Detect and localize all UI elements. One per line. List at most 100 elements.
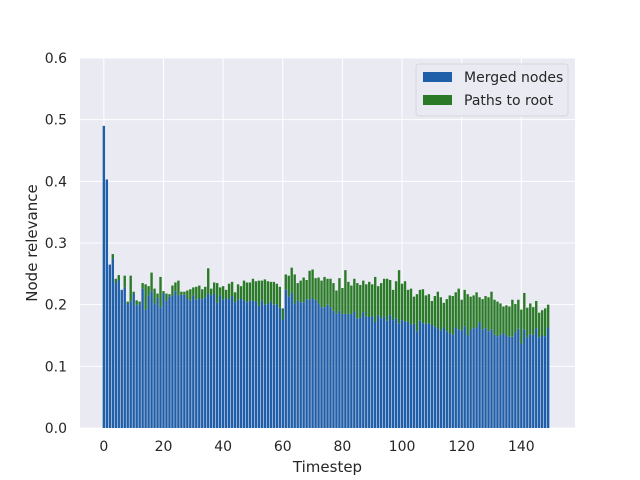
bar-merged-nodes [406, 321, 410, 428]
bar-paths-to-root [302, 277, 305, 303]
bar-paths-to-root [168, 294, 171, 297]
bar-merged-nodes [180, 294, 183, 428]
bar-merged-nodes [439, 330, 443, 428]
bar-merged-nodes [189, 300, 192, 428]
bar-paths-to-root [424, 295, 428, 324]
bar-paths-to-root [433, 296, 437, 327]
bar-merged-nodes [171, 295, 174, 428]
bar-merged-nodes [105, 179, 109, 428]
bar-merged-nodes [427, 323, 431, 428]
bar-merged-nodes [135, 305, 138, 428]
bar-merged-nodes [463, 326, 466, 428]
bar-paths-to-root [379, 283, 383, 319]
x-tick-label: 20 [155, 439, 173, 455]
bar-merged-nodes [296, 300, 299, 428]
bar-merged-nodes [397, 323, 401, 428]
bar-paths-to-root [388, 280, 392, 316]
bar-paths-to-root [308, 270, 311, 300]
bar-paths-to-root [189, 289, 192, 301]
bar-paths-to-root [290, 267, 293, 293]
bar-paths-to-root [212, 282, 216, 294]
bar-paths-to-root [359, 284, 362, 318]
bar-paths-to-root [403, 281, 407, 322]
x-tick-label: 60 [274, 439, 292, 455]
bar-merged-nodes [165, 300, 168, 428]
bar-merged-nodes [365, 316, 368, 428]
bar-paths-to-root [221, 286, 225, 300]
bar-merged-nodes [478, 322, 481, 428]
bar-paths-to-root [496, 301, 499, 337]
bar-paths-to-root [317, 277, 320, 304]
bar-paths-to-root [111, 254, 114, 259]
bar-paths-to-root [514, 304, 517, 333]
bar-merged-nodes [224, 298, 228, 428]
bar-paths-to-root [368, 281, 371, 317]
bar-merged-nodes [218, 295, 222, 428]
bar-merged-nodes [278, 307, 281, 428]
bar-paths-to-root [400, 283, 404, 321]
bar-paths-to-root [365, 284, 368, 317]
bar-merged-nodes [418, 320, 422, 428]
bar-paths-to-root [144, 284, 147, 310]
bar-merged-nodes [204, 297, 207, 428]
bar-paths-to-root [147, 286, 150, 296]
bar-paths-to-root [436, 291, 440, 329]
bar-merged-nodes [236, 299, 240, 428]
bar-paths-to-root [362, 280, 365, 313]
bar-merged-nodes [484, 328, 487, 428]
bar-merged-nodes [290, 292, 293, 428]
bar-merged-nodes [543, 336, 547, 428]
bar-paths-to-root [260, 280, 264, 301]
x-axis-label: Timestep [292, 458, 362, 476]
bar-merged-nodes [177, 295, 180, 428]
bar-paths-to-root [210, 288, 213, 296]
bar-paths-to-root [150, 272, 153, 292]
bar-paths-to-root [350, 285, 353, 315]
bar-paths-to-root [296, 283, 299, 301]
bar-paths-to-root [415, 294, 419, 332]
bar-paths-to-root [114, 278, 117, 283]
bar-merged-nodes [281, 319, 284, 428]
bar-merged-nodes [210, 295, 213, 428]
bar-paths-to-root [344, 270, 347, 314]
bar-paths-to-root [442, 302, 445, 328]
bar-merged-nodes [162, 293, 165, 428]
bar-paths-to-root [493, 299, 496, 335]
bar-paths-to-root [162, 291, 165, 294]
bar-merged-nodes [156, 297, 159, 428]
bar-paths-to-root [418, 289, 422, 321]
bar-paths-to-root [132, 291, 135, 294]
bar-paths-to-root [248, 282, 252, 301]
bar-merged-nodes [323, 307, 326, 428]
bar-merged-nodes [144, 309, 147, 428]
bar-merged-nodes [114, 282, 117, 428]
bar-paths-to-root [326, 278, 329, 305]
bar-paths-to-root [281, 308, 284, 320]
bar-paths-to-root [412, 296, 416, 324]
bar-paths-to-root [543, 308, 547, 337]
bar-merged-nodes [394, 318, 398, 428]
legend-box [415, 63, 569, 117]
bar-merged-nodes [472, 328, 475, 428]
bar-paths-to-root [293, 274, 296, 304]
bar-paths-to-root [451, 296, 454, 335]
bar-merged-nodes [523, 329, 526, 428]
bar-merged-nodes [320, 307, 323, 428]
bar-merged-nodes [541, 335, 544, 428]
bar-paths-to-root [192, 287, 195, 296]
bar-paths-to-root [174, 282, 177, 292]
bar-paths-to-root [135, 300, 138, 306]
bar-paths-to-root [204, 286, 207, 298]
bar-paths-to-root [356, 283, 359, 319]
bar-merged-nodes [117, 280, 120, 428]
bar-merged-nodes [192, 295, 195, 428]
bar-paths-to-root [159, 276, 162, 308]
bar-merged-nodes [400, 320, 404, 428]
bar-merged-nodes [293, 303, 296, 428]
bar-merged-nodes [490, 329, 493, 428]
bar-merged-nodes [347, 313, 350, 428]
bar-merged-nodes [374, 321, 377, 428]
bar-paths-to-root [406, 289, 410, 322]
bar-merged-nodes [207, 293, 210, 428]
bar-paths-to-root [332, 283, 335, 311]
